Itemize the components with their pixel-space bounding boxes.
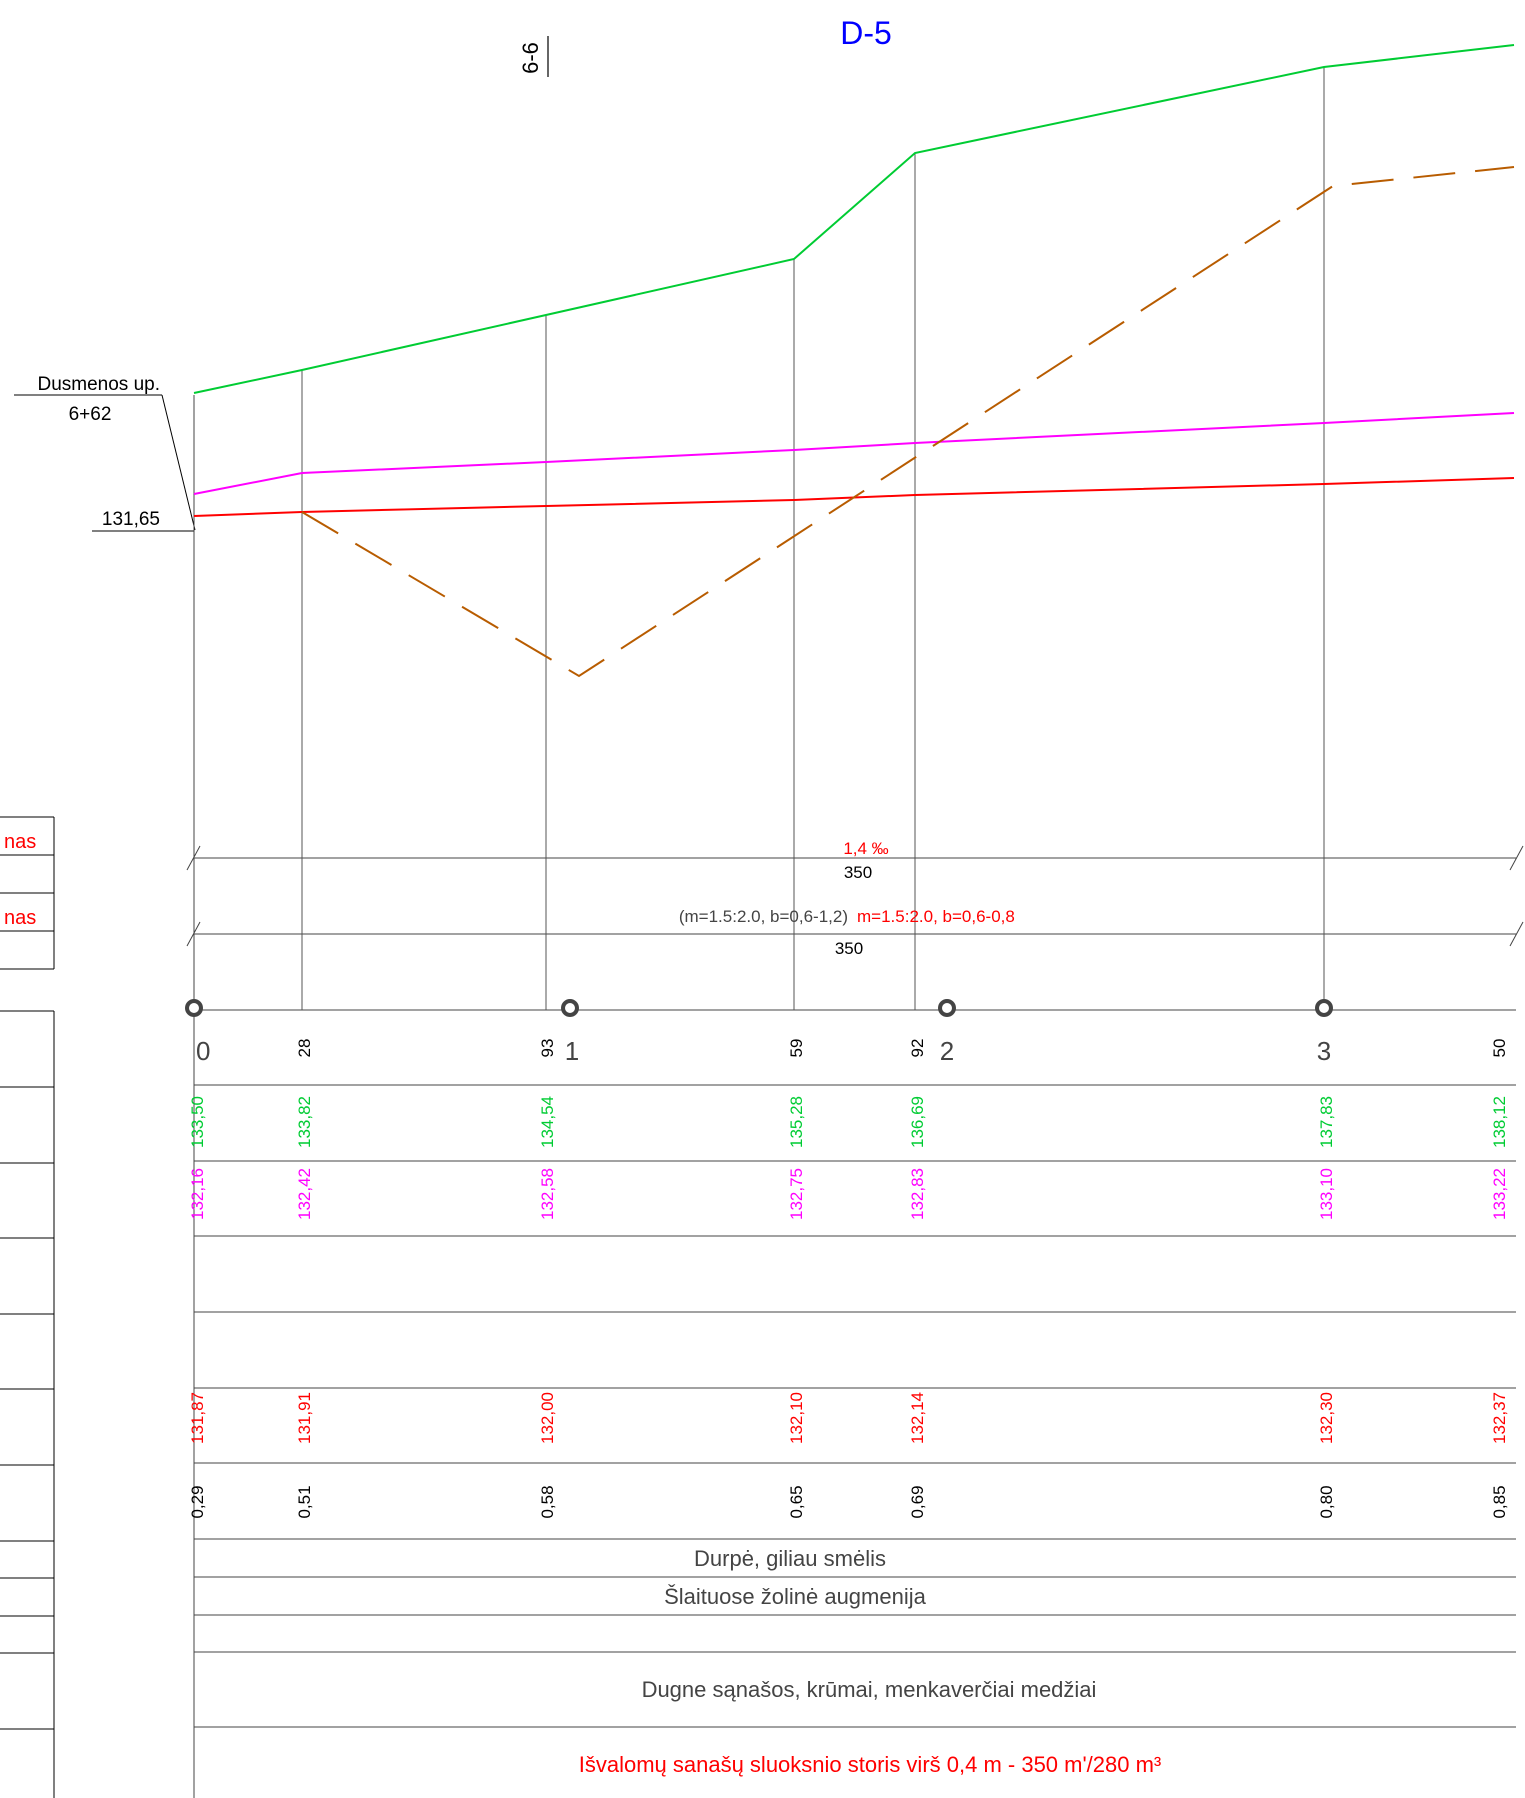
ground-elevation-value: 136,69 xyxy=(908,1096,927,1148)
picket-markers xyxy=(185,999,1333,1017)
left-table-fragment-text-1: nas xyxy=(4,831,36,853)
plus-label: 93 xyxy=(538,1039,557,1058)
soil-text: Durpė, giliau smėlis xyxy=(694,1546,886,1571)
ground-elevation-value: 133,50 xyxy=(188,1096,207,1148)
depth-value: 0,58 xyxy=(538,1485,557,1518)
bottom-condition-text: Dugne sąnašos, krūmai, menkaverčiai medž… xyxy=(642,1677,1097,1702)
drawing-title: D-5 xyxy=(840,15,892,51)
water-elevation-value: 133,10 xyxy=(1317,1168,1336,1220)
picket-marker xyxy=(561,999,579,1017)
picket-marker xyxy=(185,999,203,1017)
design-bottom-elevation-value: 132,10 xyxy=(787,1392,806,1444)
ground-elevation-value: 134,54 xyxy=(538,1096,557,1148)
picket-labels: 0 1 2 3 xyxy=(196,1036,1331,1066)
segment-length-1: 350 xyxy=(844,863,872,882)
depth-value: 0,69 xyxy=(908,1485,927,1518)
left-table-fragment-text-2: nas xyxy=(4,907,36,929)
design-bottom-elevation-value: 132,14 xyxy=(908,1392,927,1444)
segment-length-2: 350 xyxy=(835,939,863,958)
river-label: Dusmenos up. xyxy=(37,374,160,395)
ground-elevation-value: 133,82 xyxy=(295,1096,314,1148)
depth-value: 0,51 xyxy=(295,1485,314,1518)
depth-value: 0,65 xyxy=(787,1485,806,1518)
design-bottom-elevation-value: 131,87 xyxy=(188,1392,207,1444)
water-elevation-value: 132,75 xyxy=(787,1168,806,1220)
picket-marker xyxy=(1315,999,1333,1017)
ground-elevation-value: 138,12 xyxy=(1490,1096,1509,1148)
sediment-volume-text: Išvalomų sanašų sluoksnio storis virš 0,… xyxy=(579,1752,1162,1777)
water-elevation-value: 132,83 xyxy=(908,1168,927,1220)
water-elevation-value: 132,16 xyxy=(188,1168,207,1220)
design-bottom-elevation-value: 132,30 xyxy=(1317,1392,1336,1444)
plus-label: 92 xyxy=(908,1039,927,1058)
value-rows: 28 93 59 92 50 133,50 133,82 134,54 135,28 136,69… xyxy=(188,1039,1509,1519)
existing-profile-text: (m=1.5:2.0, b=0,6-1,2) xyxy=(679,907,848,926)
river-elevation: 131,65 xyxy=(102,509,160,530)
design-bottom-elevation-value: 132,00 xyxy=(538,1392,557,1444)
ground-line xyxy=(193,44,1515,394)
dashed-line xyxy=(301,166,1515,678)
design-profile-text: m=1.5:2.0, b=0,6-0,8 xyxy=(857,907,1015,926)
water-elevation-value: 132,58 xyxy=(538,1168,557,1220)
picket-marker xyxy=(938,999,956,1017)
depth-value: 0,80 xyxy=(1317,1485,1336,1518)
depth-value: 0,85 xyxy=(1490,1485,1509,1518)
station-vertical-lines xyxy=(301,67,1325,1010)
river-chainage: 6+62 xyxy=(69,404,112,425)
profile-lines xyxy=(193,44,1515,678)
design-bottom-elevation-value: 132,37 xyxy=(1490,1392,1509,1444)
left-table-fragment xyxy=(0,816,55,1798)
design-bottom-elevation-value: 131,91 xyxy=(295,1392,314,1444)
picket-number: 0 xyxy=(196,1036,210,1066)
plus-label: 59 xyxy=(787,1039,806,1058)
river-leader-line xyxy=(161,394,196,531)
slope-vegetation-text: Šlaituose žolinė augmenija xyxy=(664,1584,926,1609)
slope-text: 1,4 ‰ xyxy=(843,839,888,858)
picket-number: 3 xyxy=(1317,1036,1331,1066)
water-elevation-value: 133,22 xyxy=(1490,1168,1509,1220)
depth-value: 0,29 xyxy=(188,1485,207,1518)
section-label: 6-6 xyxy=(518,42,543,74)
profile-table-grid xyxy=(186,395,1524,1798)
plus-label: 28 xyxy=(295,1039,314,1058)
picket-number: 1 xyxy=(565,1036,579,1066)
ground-elevation-value: 137,83 xyxy=(1317,1096,1336,1148)
ground-elevation-value: 135,28 xyxy=(787,1096,806,1148)
plus-label: 50 xyxy=(1490,1039,1509,1058)
water-elevation-value: 132,42 xyxy=(295,1168,314,1220)
picket-number: 2 xyxy=(940,1036,954,1066)
water-line xyxy=(193,412,1515,495)
